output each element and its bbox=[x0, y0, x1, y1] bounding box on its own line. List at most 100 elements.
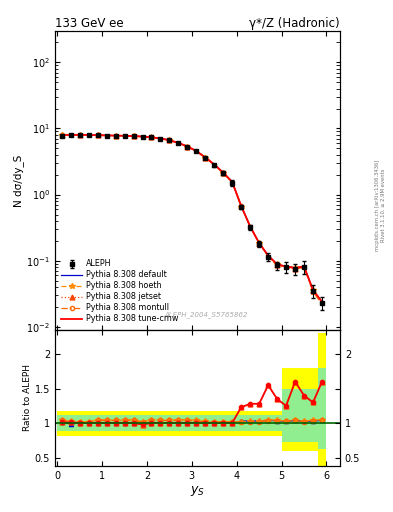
Text: γ*/Z (Hadronic): γ*/Z (Hadronic) bbox=[249, 16, 340, 30]
Pythia 8.308 jetset bbox=[194, 148, 199, 154]
Pythia 8.308 tune-cmw bbox=[131, 133, 136, 139]
Pythia 8.308 jetset bbox=[122, 133, 127, 139]
Line: Pythia 8.308 hoeth: Pythia 8.308 hoeth bbox=[59, 132, 325, 305]
Pythia 8.308 tune-cmw bbox=[86, 132, 91, 138]
Pythia 8.308 tune-cmw bbox=[239, 203, 244, 209]
Pythia 8.308 default bbox=[310, 287, 315, 293]
Pythia 8.308 hoeth bbox=[167, 137, 172, 143]
Pythia 8.308 default bbox=[113, 133, 118, 139]
Pythia 8.308 hoeth bbox=[122, 133, 127, 139]
Pythia 8.308 tune-cmw bbox=[176, 140, 181, 146]
Pythia 8.308 montull bbox=[194, 148, 199, 154]
Pythia 8.308 montull bbox=[266, 253, 270, 260]
Pythia 8.308 montull bbox=[176, 140, 181, 146]
Line: Pythia 8.308 default: Pythia 8.308 default bbox=[62, 135, 322, 302]
Pythia 8.308 montull bbox=[284, 264, 288, 270]
Pythia 8.308 jetset bbox=[113, 133, 118, 139]
Pythia 8.308 hoeth bbox=[212, 162, 217, 168]
Pythia 8.308 hoeth bbox=[194, 148, 199, 155]
Pythia 8.308 hoeth bbox=[320, 298, 324, 305]
Pythia 8.308 hoeth bbox=[59, 132, 64, 138]
Pythia 8.308 hoeth bbox=[104, 133, 109, 139]
Pythia 8.308 montull bbox=[320, 301, 324, 307]
Pythia 8.308 montull bbox=[140, 134, 145, 140]
Pythia 8.308 tune-cmw bbox=[68, 132, 73, 138]
Text: 133 GeV ee: 133 GeV ee bbox=[55, 16, 124, 30]
Pythia 8.308 tune-cmw bbox=[257, 240, 261, 246]
Pythia 8.308 tune-cmw bbox=[266, 252, 270, 259]
Pythia 8.308 montull bbox=[59, 132, 64, 138]
Pythia 8.308 hoeth bbox=[185, 143, 190, 150]
Pythia 8.308 jetset bbox=[203, 155, 208, 161]
Pythia 8.308 hoeth bbox=[149, 135, 154, 141]
Pythia 8.308 montull bbox=[212, 162, 217, 168]
Line: Pythia 8.308 tune-cmw: Pythia 8.308 tune-cmw bbox=[62, 135, 322, 302]
Pythia 8.308 default bbox=[131, 133, 136, 139]
Pythia 8.308 tune-cmw bbox=[302, 263, 307, 269]
Pythia 8.308 jetset bbox=[257, 241, 261, 247]
Pythia 8.308 default bbox=[293, 265, 298, 271]
Pythia 8.308 jetset bbox=[212, 162, 217, 168]
Pythia 8.308 montull bbox=[77, 132, 82, 138]
Pythia 8.308 default bbox=[185, 143, 190, 150]
Pythia 8.308 default bbox=[257, 240, 261, 246]
Pythia 8.308 tune-cmw bbox=[248, 223, 253, 229]
Pythia 8.308 tune-cmw bbox=[221, 169, 226, 176]
Pythia 8.308 jetset bbox=[140, 134, 145, 140]
Pythia 8.308 tune-cmw bbox=[113, 133, 118, 139]
Pythia 8.308 montull bbox=[68, 132, 73, 138]
Pythia 8.308 hoeth bbox=[239, 203, 244, 209]
Pythia 8.308 montull bbox=[257, 241, 261, 247]
Pythia 8.308 jetset bbox=[320, 300, 324, 306]
Pythia 8.308 montull bbox=[104, 133, 109, 139]
Pythia 8.308 montull bbox=[230, 180, 235, 186]
Pythia 8.308 montull bbox=[275, 262, 279, 268]
Pythia 8.308 jetset bbox=[230, 179, 235, 185]
Pythia 8.308 tune-cmw bbox=[212, 161, 217, 167]
Pythia 8.308 montull bbox=[310, 289, 315, 295]
Pythia 8.308 montull bbox=[203, 155, 208, 161]
Pythia 8.308 hoeth bbox=[176, 140, 181, 146]
Pythia 8.308 default bbox=[176, 140, 181, 146]
Pythia 8.308 jetset bbox=[59, 132, 64, 138]
Pythia 8.308 hoeth bbox=[158, 136, 163, 142]
Pythia 8.308 hoeth bbox=[68, 132, 73, 138]
Pythia 8.308 default bbox=[302, 263, 307, 269]
Text: Rivet 3.1.10, ≥ 2.9M events: Rivet 3.1.10, ≥ 2.9M events bbox=[381, 168, 386, 242]
Pythia 8.308 jetset bbox=[131, 133, 136, 139]
Pythia 8.308 jetset bbox=[284, 264, 288, 270]
Pythia 8.308 jetset bbox=[149, 134, 154, 140]
Pythia 8.308 jetset bbox=[221, 170, 226, 176]
Pythia 8.308 default bbox=[122, 133, 127, 139]
Pythia 8.308 default bbox=[149, 134, 154, 140]
Pythia 8.308 default bbox=[284, 263, 288, 269]
Pythia 8.308 montull bbox=[167, 137, 172, 143]
Pythia 8.308 default bbox=[59, 132, 64, 138]
Pythia 8.308 montull bbox=[122, 133, 127, 139]
Pythia 8.308 hoeth bbox=[77, 132, 82, 138]
Pythia 8.308 hoeth bbox=[86, 132, 91, 138]
X-axis label: $y_S$: $y_S$ bbox=[190, 483, 205, 498]
Pythia 8.308 jetset bbox=[185, 143, 190, 150]
Line: Pythia 8.308 montull: Pythia 8.308 montull bbox=[60, 133, 324, 306]
Pythia 8.308 montull bbox=[113, 133, 118, 139]
Pythia 8.308 default bbox=[68, 132, 73, 138]
Pythia 8.308 hoeth bbox=[95, 132, 100, 138]
Pythia 8.308 hoeth bbox=[302, 263, 307, 269]
Pythia 8.308 default bbox=[194, 148, 199, 154]
Pythia 8.308 montull bbox=[248, 224, 253, 230]
Pythia 8.308 hoeth bbox=[248, 223, 253, 229]
Pythia 8.308 default bbox=[266, 252, 270, 259]
Pythia 8.308 jetset bbox=[77, 132, 82, 138]
Legend: ALEPH, Pythia 8.308 default, Pythia 8.308 hoeth, Pythia 8.308 jetset, Pythia 8.3: ALEPH, Pythia 8.308 default, Pythia 8.30… bbox=[59, 257, 180, 326]
Pythia 8.308 tune-cmw bbox=[203, 154, 208, 160]
Pythia 8.308 default bbox=[248, 223, 253, 229]
Pythia 8.308 hoeth bbox=[230, 180, 235, 186]
Pythia 8.308 tune-cmw bbox=[275, 261, 279, 267]
Pythia 8.308 tune-cmw bbox=[59, 132, 64, 138]
Pythia 8.308 default bbox=[140, 134, 145, 140]
Pythia 8.308 tune-cmw bbox=[310, 287, 315, 293]
Pythia 8.308 montull bbox=[221, 170, 226, 176]
Pythia 8.308 jetset bbox=[266, 253, 270, 259]
Pythia 8.308 hoeth bbox=[275, 261, 279, 267]
